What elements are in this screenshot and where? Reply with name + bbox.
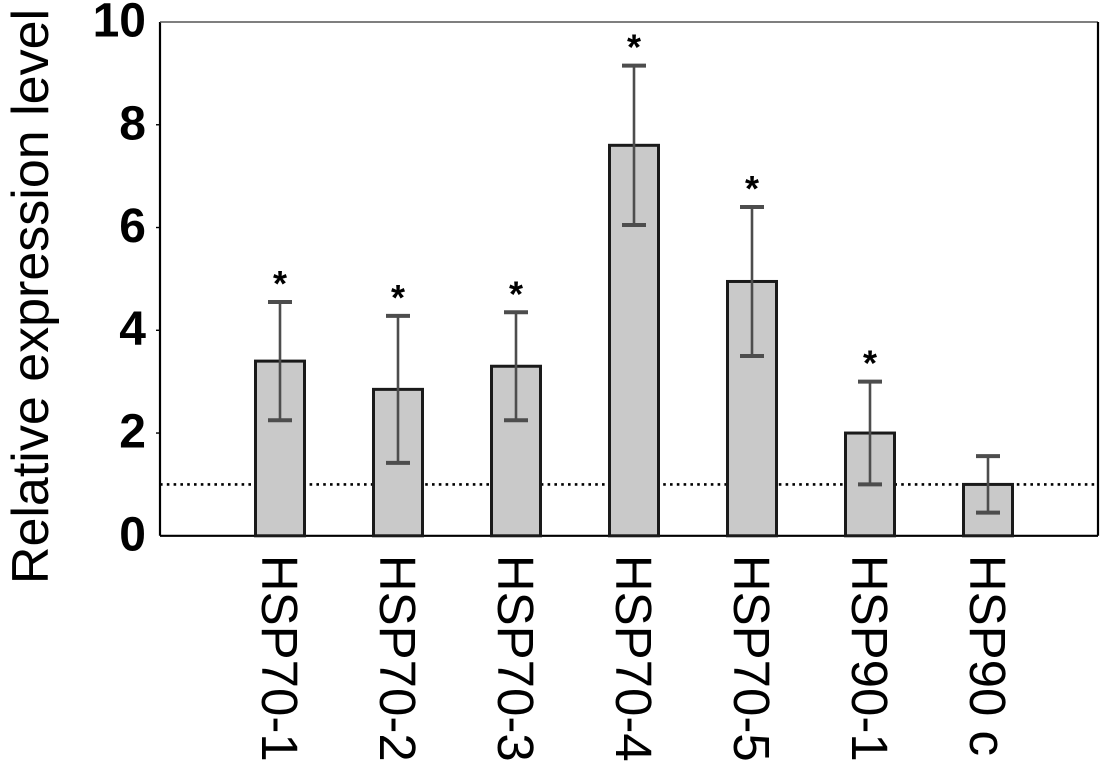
svg-text:HSP90-1: HSP90-1 [841,555,898,762]
svg-text:HSP70-1: HSP70-1 [251,555,308,762]
svg-text:*: * [509,273,523,314]
svg-text:*: * [745,168,759,209]
svg-text:6: 6 [119,200,146,253]
svg-text:HSP90 c: HSP90 c [959,555,1016,756]
svg-text:*: * [627,27,641,68]
svg-text:*: * [863,343,877,384]
svg-text:HSP70-3: HSP70-3 [487,555,544,762]
svg-text:2: 2 [119,406,146,459]
svg-text:HSP70-2: HSP70-2 [369,555,426,762]
svg-text:4: 4 [119,303,146,356]
svg-text:Relative expression level: Relative expression level [2,9,60,584]
svg-text:10: 10 [93,0,146,48]
svg-text:*: * [391,277,405,318]
svg-text:*: * [273,263,287,304]
svg-text:0: 0 [119,508,146,561]
svg-text:HSP70-5: HSP70-5 [723,555,780,762]
svg-text:HSP70-4: HSP70-4 [605,555,662,762]
svg-text:8: 8 [119,97,146,150]
